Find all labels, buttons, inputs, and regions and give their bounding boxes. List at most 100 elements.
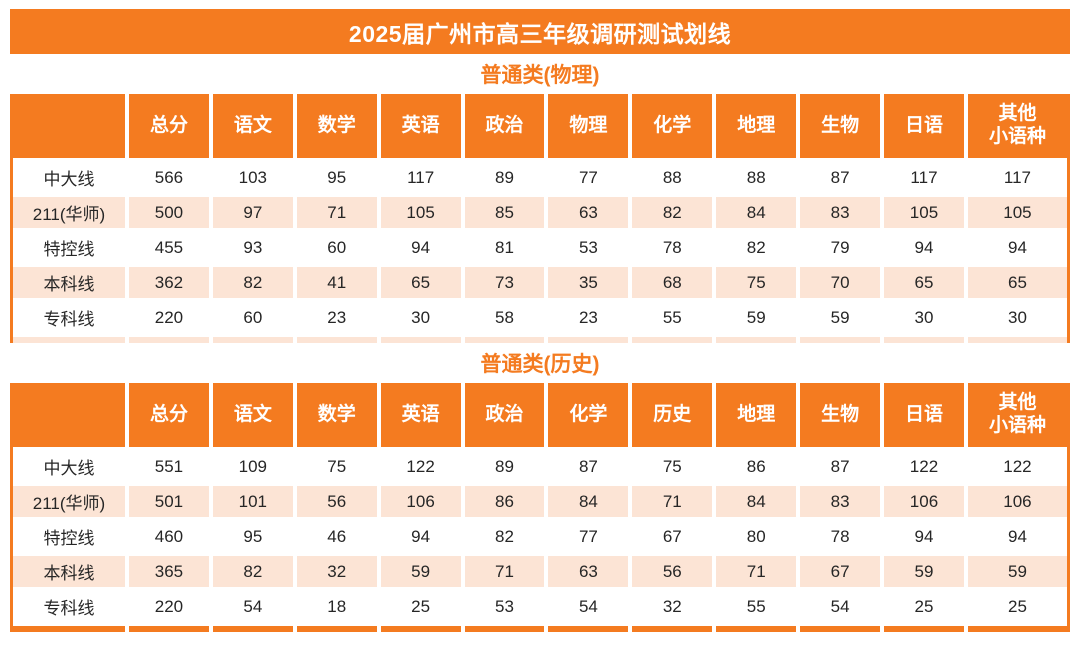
score-cell: 30 [884,302,964,333]
score-cell: 65 [967,267,1067,298]
row-label: 211(华师) [13,197,125,228]
score-cell: 55 [716,591,797,622]
score-cell: 84 [716,486,797,517]
score-cell: 25 [967,591,1067,622]
row-label: 特控线 [13,521,125,552]
score-cell: 81 [464,232,545,263]
corner-cell [13,383,125,447]
column-header: 英语 [380,383,461,447]
score-cell: 117 [884,162,964,193]
score-cell: 80 [716,521,797,552]
score-cell: 65 [884,267,964,298]
table-bottom-strip [548,337,629,343]
score-grid-physics: 总分 语文 数学 英语 政治 物理 化学 地理 生物 日语 其他 小语种 中大线 566 103 95 117… [13,94,1067,343]
score-cell: 83 [800,197,881,228]
score-cell: 46 [296,521,377,552]
score-cell: 86 [464,486,545,517]
score-cell: 23 [296,302,377,333]
score-cell: 362 [129,267,209,298]
score-cell: 25 [380,591,461,622]
column-header: 日语 [884,383,964,447]
score-cell: 77 [548,162,629,193]
table-bottom-strip [800,337,881,343]
score-cell: 566 [129,162,209,193]
score-cell: 75 [296,451,377,482]
score-cell: 97 [212,197,293,228]
column-header: 总分 [129,94,209,158]
column-header: 政治 [464,383,545,447]
column-header: 物理 [548,94,629,158]
table-bottom-strip [129,626,209,632]
score-cell: 53 [464,591,545,622]
score-cell: 84 [548,486,629,517]
column-header: 语文 [212,94,293,158]
table-bottom-strip [13,337,125,343]
score-cell: 87 [548,451,629,482]
score-cell: 71 [296,197,377,228]
section-title-physics: 普通类(物理) [10,54,1070,94]
score-cell: 93 [212,232,293,263]
score-cell: 460 [129,521,209,552]
score-table-physics: 总分 语文 数学 英语 政治 物理 化学 地理 生物 日语 其他 小语种 中大线 566 103 95 117… [10,94,1070,343]
column-header: 数学 [296,94,377,158]
row-label: 中大线 [13,451,125,482]
column-header: 其他 小语种 [967,94,1067,158]
score-cell: 67 [800,556,881,587]
tables-host: 普通类(物理) 总分 语文 数学 英语 政治 物理 化学 地理 生物 日语 其他 小语种 中大线 566 1… [10,54,1070,632]
score-cell: 56 [296,486,377,517]
column-header: 地理 [716,383,797,447]
score-cell: 122 [380,451,461,482]
score-cell: 94 [380,521,461,552]
row-label: 211(华师) [13,486,125,517]
score-cell: 83 [800,486,881,517]
score-cell: 54 [800,591,881,622]
corner-cell [13,94,125,158]
column-header: 地理 [716,94,797,158]
score-cell: 35 [548,267,629,298]
score-cell: 551 [129,451,209,482]
table-bottom-strip [632,337,713,343]
score-cell: 500 [129,197,209,228]
score-cell: 94 [884,521,964,552]
table-bottom-strip [296,337,377,343]
score-cell: 88 [716,162,797,193]
score-cell: 68 [632,267,713,298]
column-header: 历史 [632,383,713,447]
score-cell: 77 [548,521,629,552]
column-header: 其他 小语种 [967,383,1067,447]
score-cell: 87 [800,162,881,193]
score-cell: 88 [632,162,713,193]
score-cell: 94 [967,232,1067,263]
score-cell: 78 [632,232,713,263]
row-label: 特控线 [13,232,125,263]
score-cell: 73 [464,267,545,298]
score-cell: 82 [212,267,293,298]
table-bottom-strip [296,626,377,632]
score-cell: 70 [800,267,881,298]
table-bottom-strip [884,626,964,632]
table-bottom-strip [548,626,629,632]
score-cell: 220 [129,302,209,333]
score-cell: 32 [296,556,377,587]
score-cell: 220 [129,591,209,622]
score-cell: 71 [716,556,797,587]
score-cell: 55 [632,302,713,333]
score-cell: 89 [464,451,545,482]
score-cell: 79 [800,232,881,263]
score-cell: 65 [380,267,461,298]
score-cell: 53 [548,232,629,263]
score-cell: 23 [548,302,629,333]
table-bottom-strip [464,626,545,632]
table-bottom-strip [464,337,545,343]
column-header: 语文 [212,383,293,447]
table-bottom-strip [380,337,461,343]
score-cell: 109 [212,451,293,482]
score-cell: 105 [967,197,1067,228]
score-grid-history: 总分 语文 数学 英语 政治 化学 历史 地理 生物 日语 其他 小语种 中大线 551 109 75 122… [13,383,1067,632]
score-cell: 71 [632,486,713,517]
section-title-history: 普通类(历史) [10,343,1070,383]
score-cell: 54 [212,591,293,622]
score-cell: 63 [548,556,629,587]
score-cell: 30 [380,302,461,333]
